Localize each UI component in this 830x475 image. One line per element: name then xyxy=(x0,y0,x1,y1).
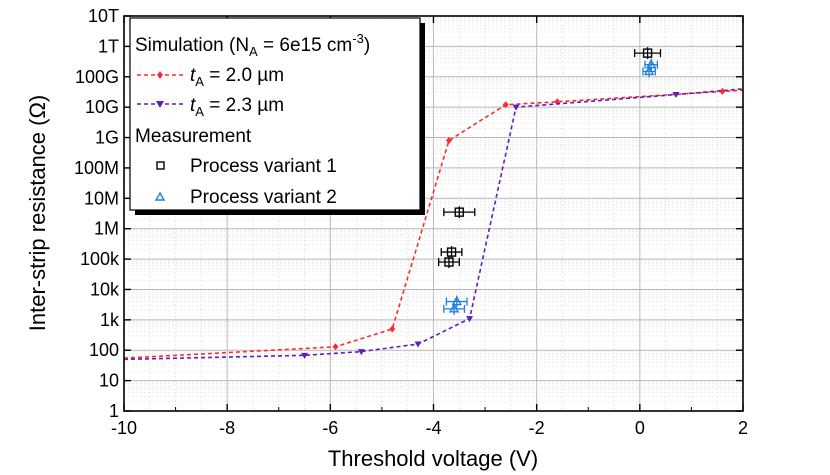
series-3-point xyxy=(444,257,454,267)
y-tick-label: 1 xyxy=(109,401,119,421)
legend-marker-series-1 xyxy=(157,71,163,79)
legend-s2-prefix: t xyxy=(190,95,196,116)
y-tick-label: 1T xyxy=(98,36,119,56)
legend-marker-variant-1 xyxy=(156,161,165,170)
legend-measurement-title: Measurement xyxy=(135,126,252,147)
y-tick-label: 100k xyxy=(80,249,120,269)
series-2-point xyxy=(672,92,680,99)
x-tick-label: -4 xyxy=(425,418,441,438)
series-1-point xyxy=(332,343,339,351)
y-tick-label: 10M xyxy=(84,188,119,208)
series-1-point xyxy=(389,325,396,333)
legend-marker-variant-2 xyxy=(154,191,166,201)
y-tick-label: 10 xyxy=(99,371,119,391)
x-tick-label: -2 xyxy=(529,418,545,438)
legend-sim-title-end: ) xyxy=(364,35,370,56)
series-4-point xyxy=(646,58,657,69)
series-4-point xyxy=(448,302,460,313)
legend-sim-title-mid: = 6e15 cm xyxy=(258,35,353,56)
series-2-line xyxy=(123,88,744,361)
legend-label-series-2: tA = 2.3 µm xyxy=(190,95,284,119)
y-tick-label: 10G xyxy=(85,97,119,117)
y-tick-label: 1M xyxy=(94,219,119,239)
y-tick-label: 10k xyxy=(90,279,120,299)
legend-s1-suffix: = 2.0 µm xyxy=(204,65,284,86)
series-3-point xyxy=(446,247,457,257)
x-axis-label: Threshold voltage (V) xyxy=(328,446,538,471)
legend-sim-title-sub: A xyxy=(249,44,258,59)
series-2-point xyxy=(357,349,365,356)
legend-sim-title-sup: -3 xyxy=(352,31,364,46)
y-axis-label: Inter-strip resistance (Ω) xyxy=(25,95,50,332)
x-tick-label: -6 xyxy=(322,418,338,438)
legend-simulation-title: Simulation (NA = 6e15 cm-3) xyxy=(135,31,370,59)
y-tick-label: 1G xyxy=(95,128,119,148)
legend-s1-prefix: t xyxy=(190,65,196,86)
series-1-point xyxy=(502,101,509,109)
y-tick-label: 100G xyxy=(75,67,119,87)
legend-sim-title-a: Simulation (N xyxy=(135,35,249,56)
legend-marker-series-2 xyxy=(156,101,164,108)
legend-label-series-1: tA = 2.0 µm xyxy=(190,65,284,89)
y-tick-label: 1k xyxy=(100,310,120,330)
series-4-point xyxy=(643,65,655,76)
series-2-point xyxy=(466,316,474,323)
legend-s2-sub: A xyxy=(195,104,204,119)
x-tick-label: -10 xyxy=(111,418,137,438)
y-tick-label: 100M xyxy=(74,158,119,178)
x-tick-label: 2 xyxy=(738,418,748,438)
y-tick-label: 10T xyxy=(88,6,119,26)
y-tick-label: 100 xyxy=(89,340,119,360)
series-4-point xyxy=(451,295,462,306)
series-2-point xyxy=(512,104,520,111)
axes: -10 -8 -6 -4 -2 0 2 1 10 100 1k 10k 100k 1M 10M 100M 1G 1… xyxy=(74,6,748,438)
legend-s2-suffix: = 2.3 µm xyxy=(204,95,284,116)
legend-s1-sub: A xyxy=(195,74,204,89)
series-3-point xyxy=(642,48,653,58)
legend-box xyxy=(129,17,421,211)
series-2-point xyxy=(414,341,422,348)
series-1-line xyxy=(123,89,744,359)
series-layer xyxy=(123,47,744,361)
x-tick-label: 0 xyxy=(635,418,645,438)
legend-label-variant-1: Process variant 1 xyxy=(190,156,337,177)
series-3-point xyxy=(454,207,464,217)
legend: Simulation (NA = 6e15 cm-3) tA = 2.0 µm … xyxy=(129,17,425,215)
series-1-point xyxy=(445,136,452,144)
x-tick-label: -8 xyxy=(219,418,235,438)
series-2-point xyxy=(301,352,309,359)
series-1-point xyxy=(719,87,726,95)
legend-label-variant-2: Process variant 2 xyxy=(190,187,337,208)
